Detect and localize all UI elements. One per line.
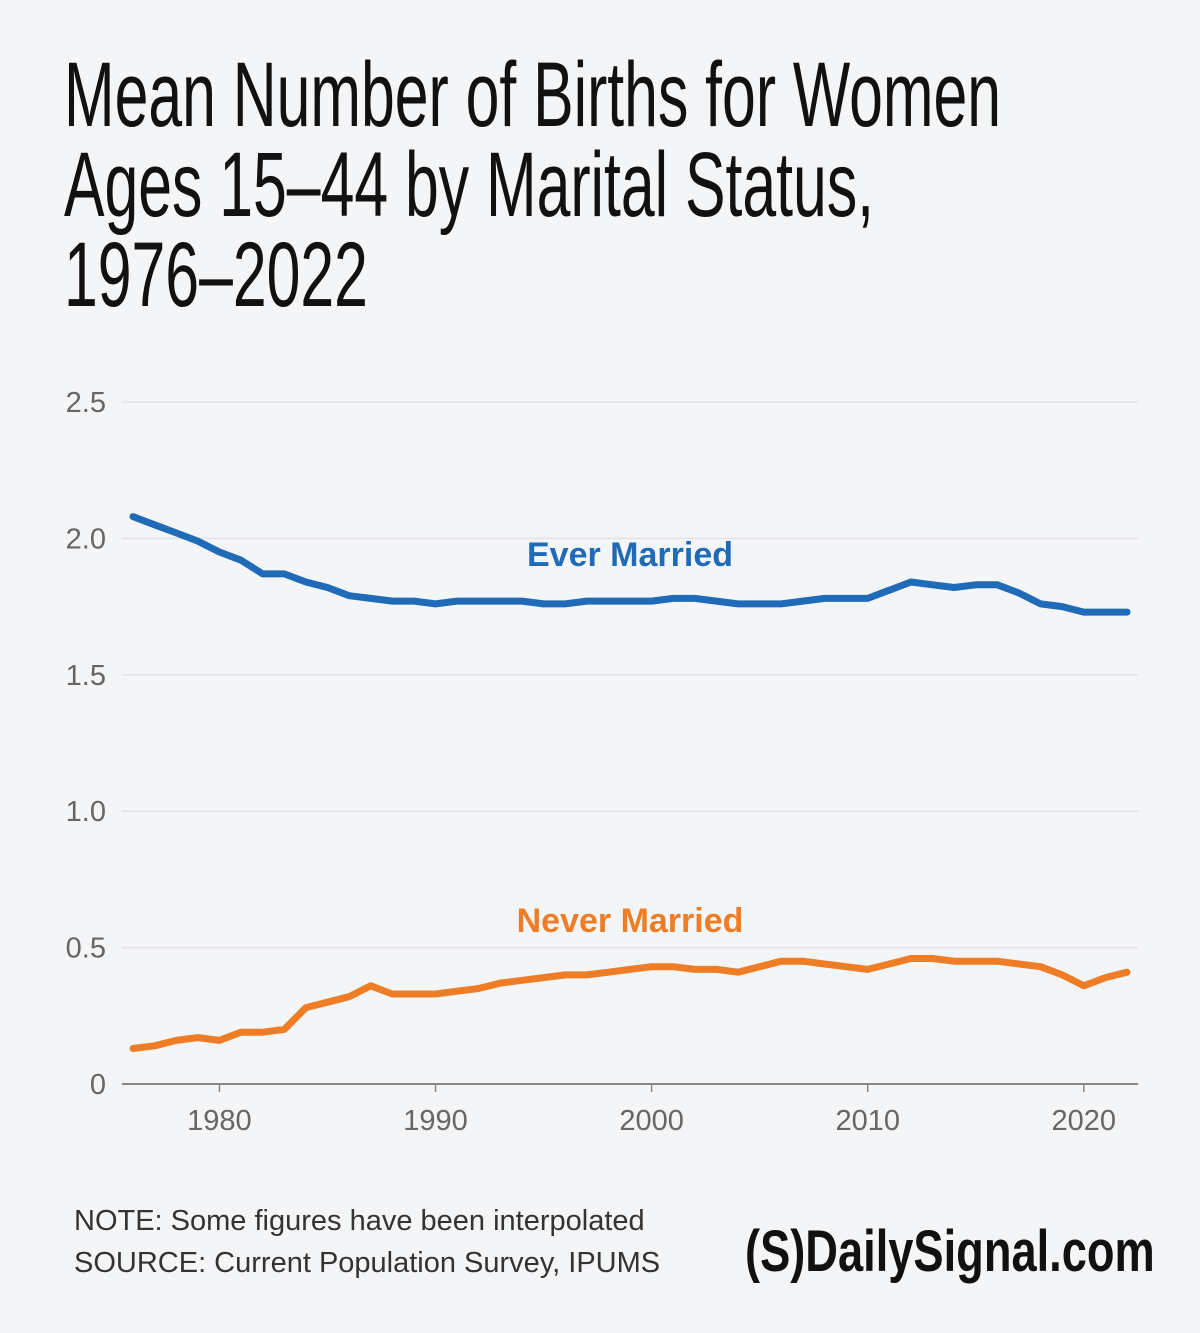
series-line-never-married — [129, 955, 1131, 1052]
chart-title: Mean Number of Births for Women Ages 15–… — [64, 44, 1120, 326]
footnotes: NOTE: Some figures have been interpolate… — [74, 1200, 660, 1284]
source-text: SOURCE: Current Population Survey, IPUMS — [74, 1247, 661, 1279]
series-label: Ever Married — [527, 536, 733, 574]
daily-signal-logo: (S)DailySignal.com — [745, 1219, 1155, 1284]
y-tick-label: 0 — [90, 1069, 106, 1101]
x-tick-label: 1990 — [403, 1105, 468, 1137]
y-tick-label: 2.0 — [66, 523, 106, 555]
title-line: 1976–2022 — [64, 224, 368, 326]
y-tick-label: 1.0 — [66, 796, 106, 828]
y-tick-label: 2.5 — [66, 387, 106, 419]
series-line-ever-married — [129, 513, 1131, 616]
note-text: NOTE: Some figures have been interpolate… — [74, 1205, 645, 1237]
x-tick-label: 2020 — [1052, 1105, 1117, 1137]
x-tick-label: 2010 — [835, 1105, 900, 1137]
x-tick-label: 1980 — [187, 1105, 252, 1137]
x-tick-label: 2000 — [619, 1105, 684, 1137]
series-label: Never Married — [517, 902, 744, 940]
y-tick-label: 1.5 — [66, 660, 106, 692]
title-line: Mean Number of Births for Women — [64, 44, 1002, 146]
title-line: Ages 15–44 by Marital Status, — [64, 134, 875, 236]
y-tick-label: 0.5 — [66, 933, 106, 965]
